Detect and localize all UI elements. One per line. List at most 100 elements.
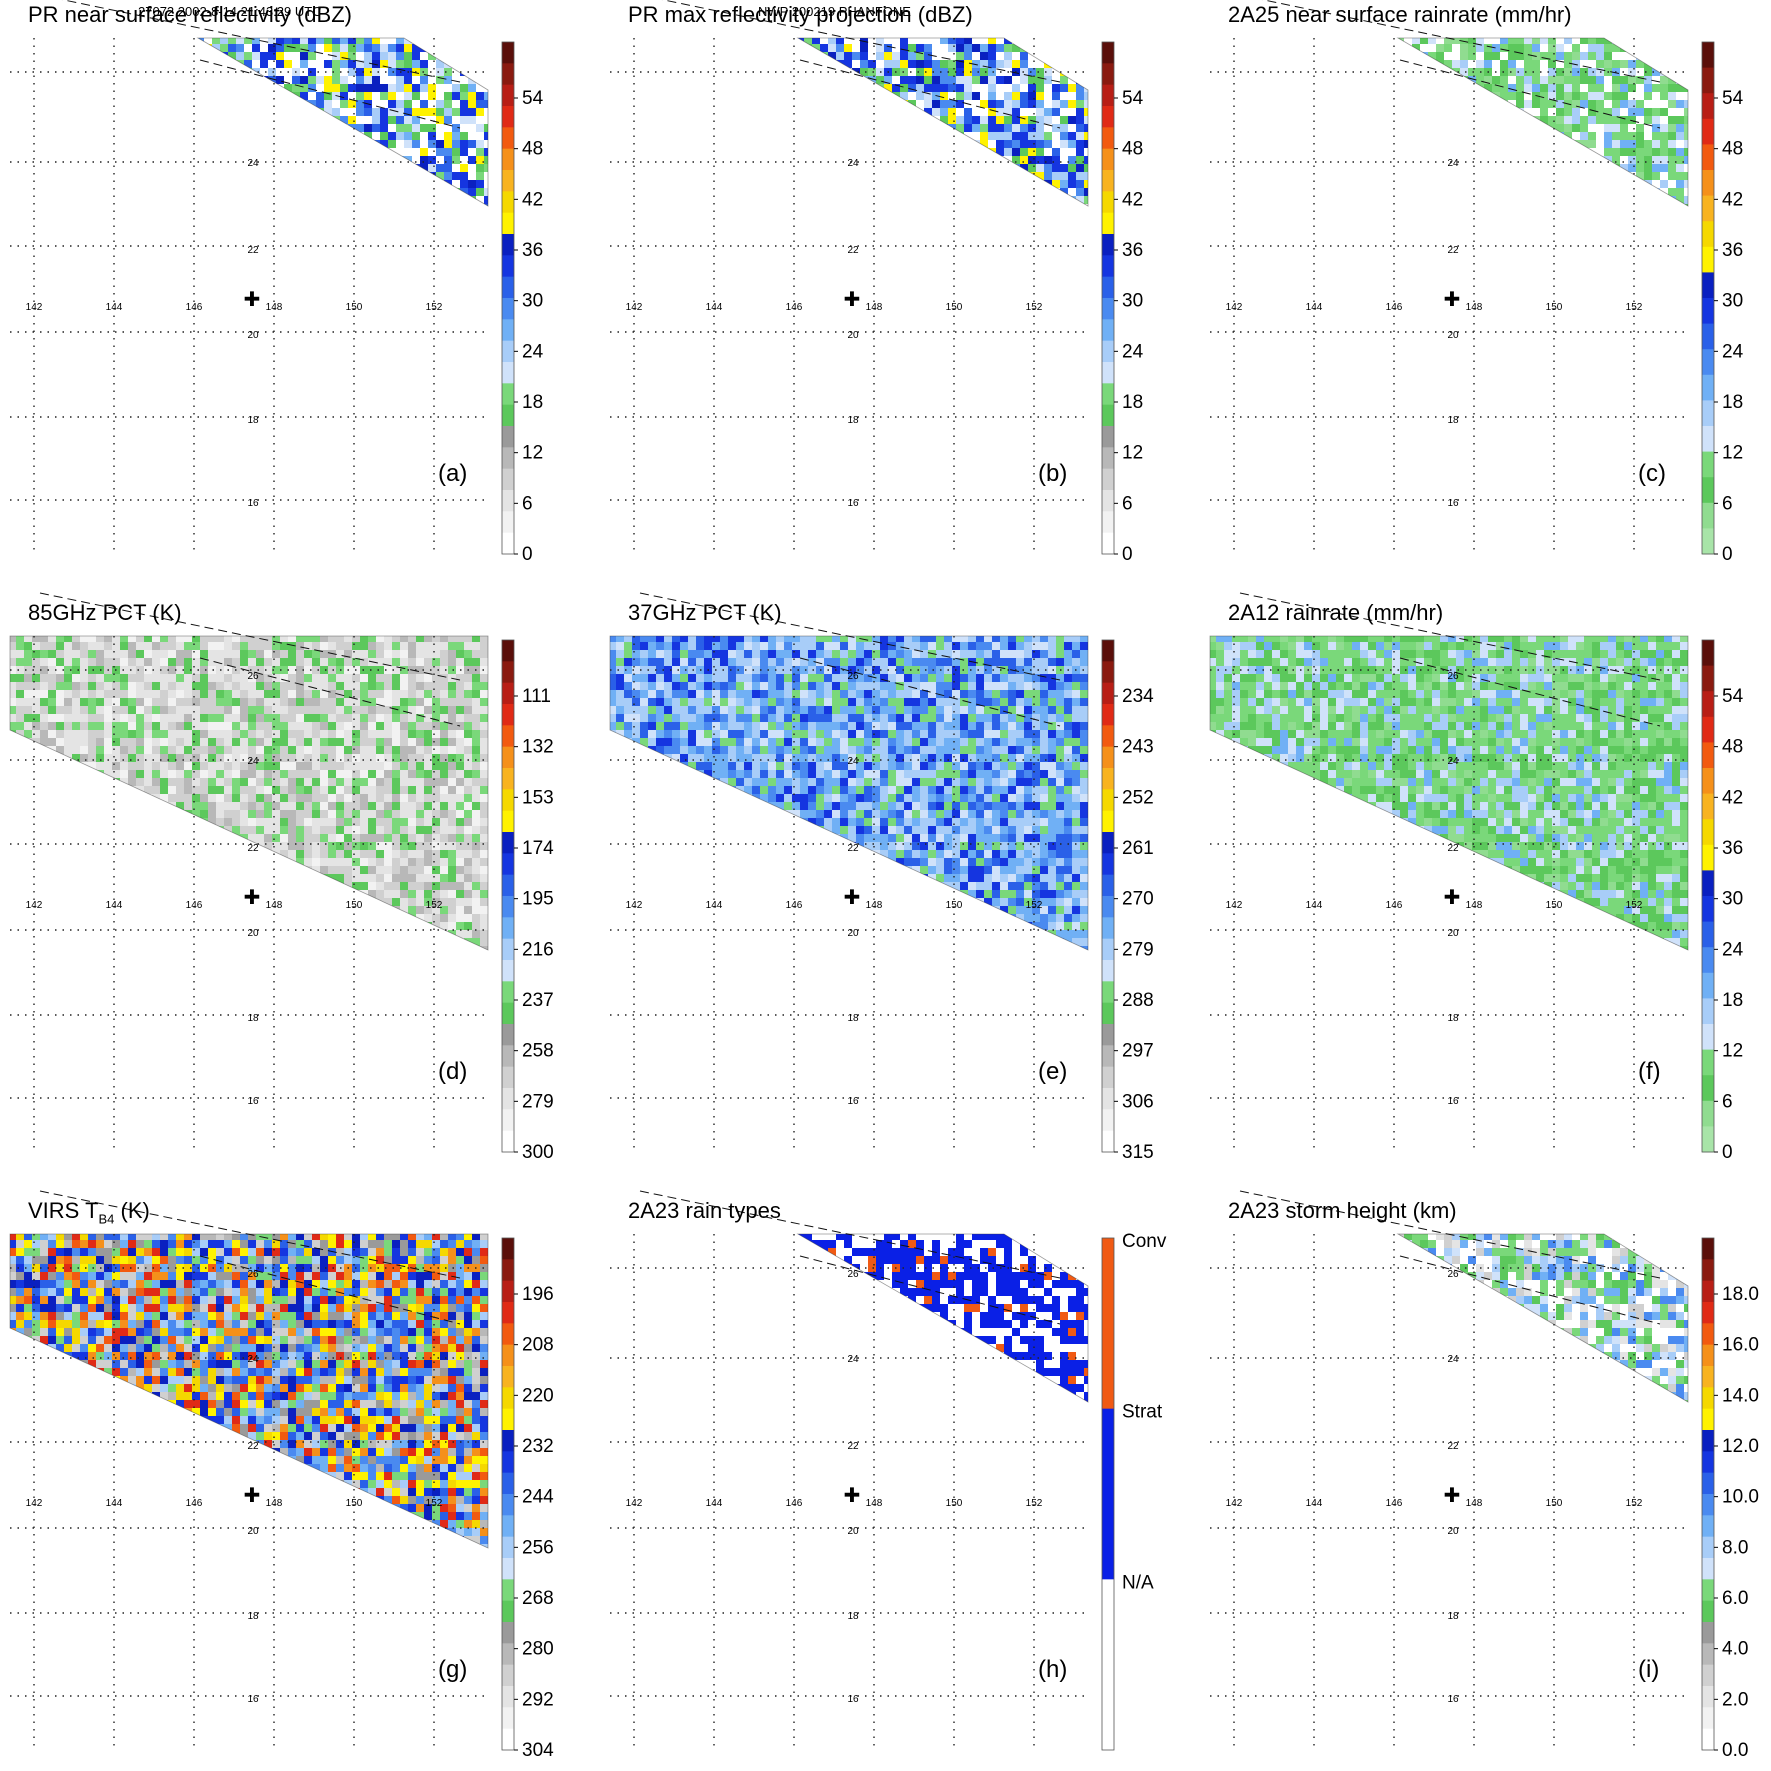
lon-tick-146: 146 <box>786 1498 803 1509</box>
panel-letter-label: (b) <box>1038 460 1068 487</box>
panel-title-text: 2A23 rain types <box>628 1198 781 1223</box>
lon-tick-152: 152 <box>1626 302 1643 313</box>
colorbar <box>501 41 515 555</box>
panel-title-text: 2A23 storm height (km) <box>1228 1198 1457 1223</box>
lat-tick-20: 20 <box>247 928 259 939</box>
panel-title-subscript: B4 <box>98 1211 115 1227</box>
lat-tick-16: 16 <box>247 1096 259 1107</box>
colorbar-tick: 292 <box>522 1689 554 1710</box>
colorbar-tick: 244 <box>522 1487 554 1508</box>
colorbar-tick: 48 <box>1122 139 1143 160</box>
lon-tick-148: 148 <box>1466 900 1483 911</box>
colorbar-tick: 268 <box>522 1588 554 1609</box>
lon-tick-150: 150 <box>346 302 363 313</box>
colorbar-tick: 42 <box>1722 189 1743 210</box>
lon-tick-150: 150 <box>1546 900 1563 911</box>
panel-title: 2A12 rainrate (mm/hr) <box>1228 600 1443 626</box>
colorbar-tick: 6 <box>1722 493 1733 514</box>
swath-field <box>1398 1234 1688 1402</box>
lon-tick-146: 146 <box>786 900 803 911</box>
colorbar-tick: 232 <box>522 1436 554 1457</box>
colorbar-tick: 6 <box>1122 493 1133 514</box>
lon-tick-142: 142 <box>626 302 643 313</box>
lon-tick-152: 152 <box>1626 1498 1643 1509</box>
lat-tick-26: 26 <box>847 671 859 682</box>
lon-tick-142: 142 <box>26 900 43 911</box>
lat-tick-22: 22 <box>1447 1441 1459 1452</box>
lat-tick-24: 24 <box>247 1354 259 1365</box>
storm-center-cross-icon: ✚ <box>244 885 261 909</box>
colorbar-tick: 24 <box>522 341 544 362</box>
lon-tick-148: 148 <box>866 900 883 911</box>
lat-tick-24: 24 <box>247 756 259 767</box>
lon-tick-142: 142 <box>1226 302 1243 313</box>
lon-tick-148: 148 <box>1466 1498 1483 1509</box>
graticule <box>1210 636 1688 1153</box>
lat-tick-26: 26 <box>1447 671 1459 682</box>
colorbar-tick: 216 <box>522 939 554 960</box>
colorbar-tick: 297 <box>1122 1041 1154 1062</box>
graticule <box>1210 1234 1688 1751</box>
lat-tick-16: 16 <box>847 1694 859 1705</box>
graticule <box>10 636 488 1153</box>
lat-tick-26: 26 <box>847 1269 859 1280</box>
panel-h: 142 144 146 148 150 152 16 18 20 22 24 26 ✚ Conv Strat… <box>600 1190 1180 1756</box>
colorbar-tick: 6 <box>522 493 533 514</box>
lat-tick-18: 18 <box>247 1611 259 1622</box>
storm-center-cross-icon: ✚ <box>844 1483 861 1507</box>
colorbar-tick: 0 <box>1722 1142 1733 1163</box>
lat-tick-22: 22 <box>847 245 859 256</box>
lon-tick-148: 148 <box>866 302 883 313</box>
colorbar-tick: 256 <box>522 1537 554 1558</box>
panel-c: 142 144 146 148 150 152 16 18 20 22 24 ✚ 54 48 42 36 30 2… <box>1200 0 1771 565</box>
lon-tick-142: 142 <box>26 1498 43 1509</box>
colorbar-tick: 270 <box>1122 889 1154 910</box>
lat-tick-24: 24 <box>847 1354 859 1365</box>
lat-tick-20: 20 <box>247 330 259 341</box>
panel-title: VIRS TB4 (K) <box>28 1198 150 1226</box>
lat-tick-24: 24 <box>1447 756 1459 767</box>
lon-tick-144: 144 <box>706 1498 723 1509</box>
colorbar-tick: 24 <box>1722 939 1744 960</box>
colorbar-tick: 24 <box>1122 341 1144 362</box>
colorbar-tick: 0.0 <box>1722 1740 1748 1761</box>
swath-field <box>1398 38 1688 206</box>
colorbar-tick: 174 <box>522 838 554 859</box>
lon-tick-146: 146 <box>186 302 203 313</box>
colorbar-tick: 288 <box>1122 990 1154 1011</box>
colorbar-tick: 8.0 <box>1722 1537 1748 1558</box>
lon-tick-152: 152 <box>426 900 443 911</box>
lon-tick-150: 150 <box>346 900 363 911</box>
colorbar <box>1101 639 1115 1153</box>
colorbar-tick: 306 <box>1122 1091 1154 1112</box>
lat-tick-20: 20 <box>847 1526 859 1537</box>
map-svg-g: 142 144 146 148 150 152 16 18 20 22 24 26 ✚ 196 208 220… <box>9 1190 554 1761</box>
lat-tick-16: 16 <box>1447 1694 1459 1705</box>
panel-title-text: 2A25 near surface rainrate (mm/hr) <box>1228 2 1572 27</box>
colorbar-tick: 315 <box>1122 1142 1154 1163</box>
colorbar-tick: 220 <box>522 1385 554 1406</box>
panel-letter-label: (c) <box>1638 460 1666 487</box>
lat-tick-18: 18 <box>847 1611 859 1622</box>
swath-field <box>198 38 488 206</box>
map-svg-e: 142 144 146 148 150 152 16 18 20 22 24 26 ✚ 234 243 252… <box>609 592 1154 1163</box>
colorbar-tick: 4.0 <box>1722 1639 1748 1660</box>
colorbar-tick: 234 <box>1122 686 1154 707</box>
lon-tick-150: 150 <box>1546 1498 1563 1509</box>
header-orbit-time: 27072 2002-8-14 21:43:29 UTC <box>138 4 322 19</box>
colorbar-tick: 243 <box>1122 737 1154 758</box>
map-svg-i: 142 144 146 148 150 152 16 18 20 22 24 26 ✚ 18.0 16.0 1… <box>1210 1190 1759 1761</box>
lat-tick-16: 16 <box>247 498 259 509</box>
lat-tick-26: 26 <box>247 1269 259 1280</box>
colorbar-tick: 6 <box>1722 1091 1733 1112</box>
storm-center-cross-icon: ✚ <box>244 1483 261 1507</box>
lon-tick-144: 144 <box>106 302 123 313</box>
lon-tick-152: 152 <box>1026 302 1043 313</box>
panel-title-suffix: (K) <box>114 1198 150 1223</box>
lat-tick-16: 16 <box>247 1694 259 1705</box>
storm-center-cross-icon: ✚ <box>244 287 261 311</box>
colorbar-tick: 54 <box>1722 686 1744 707</box>
swath-field <box>798 38 1088 206</box>
lon-tick-142: 142 <box>1226 1498 1243 1509</box>
lon-tick-148: 148 <box>266 1498 283 1509</box>
